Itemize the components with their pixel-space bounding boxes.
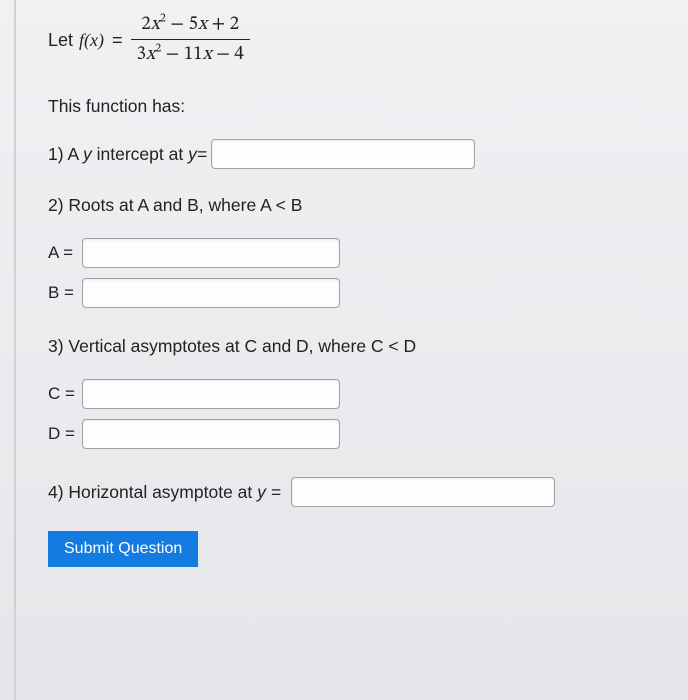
q4-label: 4) Horizontal asymptote at y = — [48, 482, 281, 503]
c-label: C = — [48, 384, 82, 404]
function-definition: Let f(x) = 2x2 − 5x + 2 3x2 − 11x − 4 — [48, 12, 660, 68]
d-input[interactable] — [82, 419, 340, 449]
left-margin-rule — [14, 0, 16, 700]
denominator: 3x2 − 11x − 4 — [131, 39, 250, 69]
rational-fraction: 2x2 − 5x + 2 3x2 − 11x − 4 — [131, 12, 250, 68]
q1-label-post: intercept at — [92, 144, 188, 164]
q3-inputs: C = D = — [48, 379, 660, 449]
horizontal-asymptote-input[interactable] — [291, 477, 555, 507]
equals-sign: = — [112, 30, 123, 51]
q1-row: 1) A y intercept at y= — [48, 139, 660, 169]
a-row: A = — [48, 238, 660, 268]
den-exp: 2 — [155, 42, 161, 54]
den-const: − 4 — [216, 45, 244, 64]
c-input[interactable] — [82, 379, 340, 409]
q1-label-pre: 1) A — [48, 144, 83, 164]
num-exp: 2 — [160, 13, 166, 25]
q1-eq: y= — [188, 144, 207, 164]
a-label: A = — [48, 243, 82, 263]
q1-label-y: y — [83, 144, 92, 164]
q2-label: 2) Roots at A and B, where A < B — [48, 195, 660, 216]
submit-button[interactable]: Submit Question — [48, 531, 198, 567]
q3-label: 3) Vertical asymptotes at C and D, where… — [48, 336, 660, 357]
q4-eq: y = — [257, 482, 281, 502]
num-const: + 2 — [212, 15, 240, 34]
q4-label-pre: 4) Horizontal asymptote at — [48, 482, 257, 502]
q2-inputs: A = B = — [48, 238, 660, 308]
den-coef-a: 3 — [137, 45, 146, 64]
a-input[interactable] — [82, 238, 340, 268]
fx-label: f(x) — [79, 30, 104, 51]
b-label: B = — [48, 283, 82, 303]
q1-label: 1) A y intercept at y= — [48, 144, 207, 165]
y-intercept-input[interactable] — [211, 139, 475, 169]
d-label: D = — [48, 424, 82, 444]
den-coef-b: − 11 — [166, 45, 203, 64]
b-input[interactable] — [82, 278, 340, 308]
q4-row: 4) Horizontal asymptote at y = — [48, 477, 660, 507]
intro-text: This function has: — [48, 96, 660, 117]
d-row: D = — [48, 419, 660, 449]
num-coef-a: 2 — [141, 15, 150, 34]
b-row: B = — [48, 278, 660, 308]
c-row: C = — [48, 379, 660, 409]
num-coef-b: − 5 — [170, 15, 198, 34]
numerator: 2x2 − 5x + 2 — [135, 12, 245, 39]
question-page: Let f(x) = 2x2 − 5x + 2 3x2 − 11x − 4 Th… — [0, 0, 688, 700]
let-label: Let — [48, 30, 73, 51]
